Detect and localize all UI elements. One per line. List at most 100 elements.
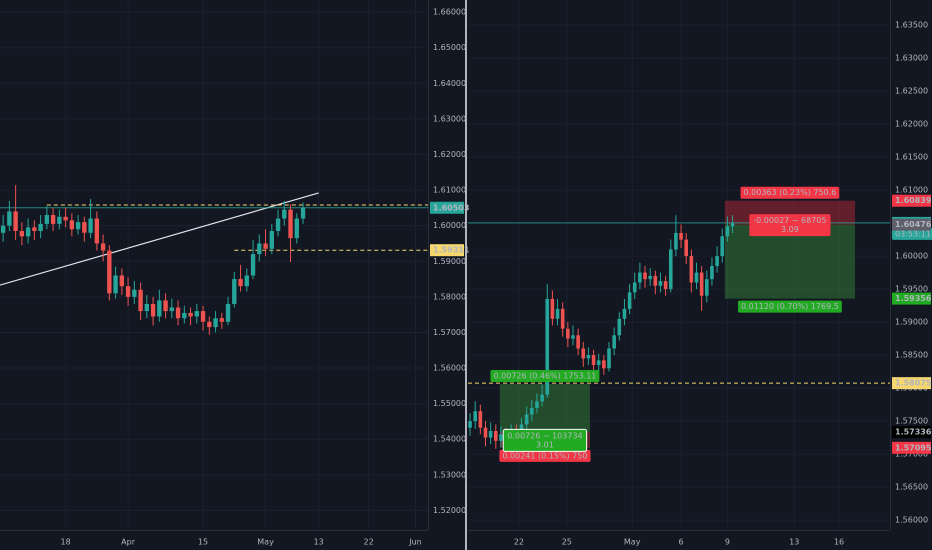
candle-body: [150, 303, 156, 317]
position-bottom-label: 0.01120 (0.70%) 1769.5: [741, 302, 839, 311]
position-pnl-label: -0.00027 ~ 68705: [753, 216, 826, 225]
candle-body: [596, 360, 601, 365]
candle-body: [182, 312, 187, 319]
position-ratio-label: 3.01: [536, 440, 554, 449]
candle-body: [571, 335, 575, 339]
candle-body: [674, 232, 678, 250]
y-tick-label: 1.61000: [433, 186, 466, 195]
y-tick-label: 1.54000: [433, 435, 466, 444]
candle-body: [263, 243, 268, 249]
y-tick-label: 1.58000: [433, 292, 466, 301]
position-bottom-label-box: [499, 449, 591, 462]
candle-body: [238, 279, 243, 287]
y-tick-label: 1.58500: [895, 351, 928, 360]
candle-body: [257, 243, 262, 255]
candle-body: [612, 335, 616, 349]
candle-body: [200, 311, 206, 322]
candle-body: [107, 250, 112, 294]
candle-body: [576, 335, 580, 349]
y-tick-label: 1.56500: [895, 483, 928, 492]
candle-body: [607, 348, 611, 369]
candle-body: [282, 209, 287, 219]
position-pnl-box: [502, 428, 588, 452]
candle-body: [535, 401, 539, 408]
candle-body: [704, 279, 709, 296]
candle-body: [710, 265, 714, 280]
x-tick-label: 9: [725, 538, 730, 547]
candle-body: [100, 243, 106, 251]
candle-body: [730, 222, 735, 227]
candle-body: [488, 430, 493, 438]
candle-body: [125, 286, 131, 297]
price-level-box: [892, 218, 931, 231]
candle-body: [25, 227, 31, 237]
candle-body: [75, 222, 81, 230]
candle-body: [550, 298, 555, 319]
price-level-box: [892, 377, 931, 390]
candle-body: [69, 220, 75, 230]
candle-body: [7, 211, 12, 226]
candle-body: [632, 282, 637, 293]
y-tick-label: 1.61500: [895, 153, 928, 162]
candle-body: [0, 225, 6, 233]
y-tick-label: 1.57000: [433, 328, 466, 337]
candle-body: [725, 226, 730, 237]
y-tick-label: 1.66000: [433, 8, 466, 17]
candle-body: [622, 308, 627, 319]
candle-body: [250, 254, 256, 276]
candle-body: [473, 411, 478, 422]
candle-body: [32, 227, 37, 232]
candle-body: [493, 430, 498, 441]
position-ratio-label: 3.09: [781, 225, 799, 234]
candle-body: [44, 214, 50, 224]
y-tick-label: 1.59500: [895, 285, 928, 294]
candle-body: [581, 348, 586, 359]
candle-body: [244, 275, 249, 287]
candle-body: [715, 256, 719, 266]
profit-zone: [499, 384, 590, 432]
candle-body: [699, 272, 704, 296]
candle-body: [157, 300, 162, 317]
y-tick-label: 1.57000: [895, 450, 928, 459]
candle-body: [269, 231, 274, 249]
price-level-box: [892, 194, 931, 207]
candle-body: [530, 407, 534, 415]
position-bottom-label-box: [737, 300, 842, 313]
price-level-label: 1.57095: [895, 443, 932, 452]
y-tick-label: 1.63000: [895, 54, 928, 63]
candle-body: [602, 360, 606, 369]
candle-body: [275, 218, 281, 232]
candle-body: [94, 218, 100, 244]
candle-body: [545, 298, 550, 395]
candle-body: [499, 434, 503, 441]
candle-body: [648, 275, 652, 280]
price-level-box: [430, 201, 464, 214]
price-level-label: 1.57336: [895, 427, 932, 436]
candle-body: [119, 275, 125, 287]
x-tick-label: 16: [834, 538, 844, 547]
trend-line: [0, 192, 319, 286]
y-tick-label: 1.62500: [895, 87, 928, 96]
y-tick-label: 1.63000: [433, 114, 466, 123]
candle-body: [13, 211, 18, 232]
candle-body: [560, 308, 565, 329]
x-tick-label: May: [624, 538, 641, 547]
candle-body: [38, 223, 43, 232]
candle-body: [144, 303, 150, 312]
x-tick-label: Jun: [408, 538, 422, 547]
candle-body: [658, 281, 663, 286]
x-tick-label: 25: [562, 538, 572, 547]
countdown-label-box: [892, 227, 932, 240]
candle-body: [586, 355, 591, 359]
candle-body: [225, 303, 231, 322]
candle-body: [566, 328, 570, 339]
candle-body: [663, 281, 668, 290]
x-tick-label: 18: [61, 538, 71, 547]
price-level-label: 1.60839: [895, 196, 932, 205]
position-pnl-label: 0.00726 ~ 103734: [507, 431, 582, 440]
x-tick-label: 13: [314, 538, 324, 547]
price-level-box: [892, 292, 931, 305]
candle-body: [63, 216, 68, 221]
x-tick-label: 22: [364, 538, 374, 547]
x-tick-label: Apr: [121, 538, 136, 547]
